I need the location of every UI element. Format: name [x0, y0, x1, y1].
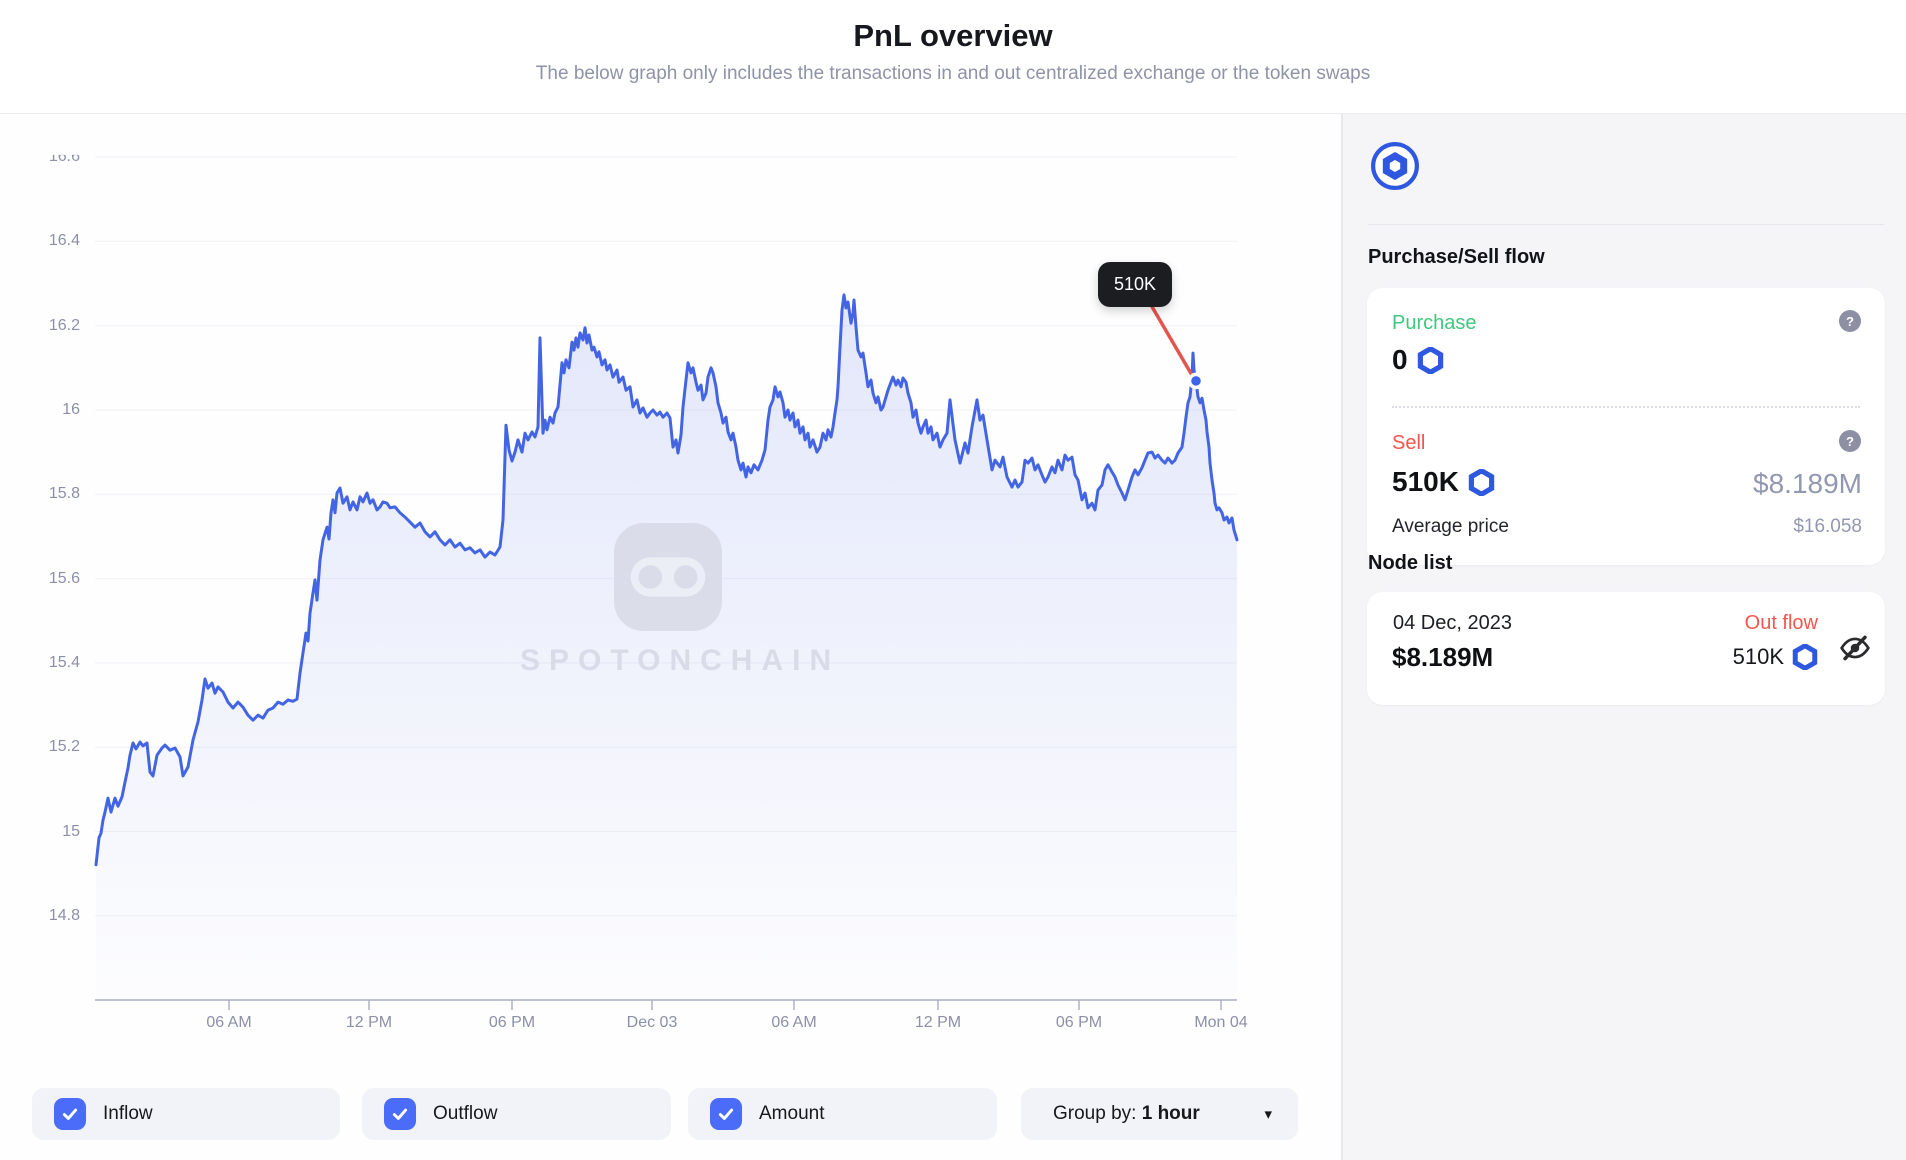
x-axis-label: 06 AM [771, 1014, 817, 1031]
inflow-label: Inflow [103, 1103, 153, 1124]
checkmark-icon [392, 1108, 408, 1120]
amount-filter[interactable]: Amount [688, 1088, 997, 1140]
chainlink-icon [1468, 469, 1495, 496]
group-by-text: Group by: 1 hour [1053, 1103, 1200, 1124]
watermark-text: SPOTONCHAIN [520, 644, 841, 677]
y-axis-label: 15.4 [48, 653, 80, 671]
sell-value-row: 510K [1392, 466, 1495, 498]
sell-help-icon[interactable]: ? [1839, 430, 1861, 452]
page-title: PnL overview [853, 18, 1053, 53]
checkmark-icon [718, 1108, 734, 1120]
chainlink-logo-icon [1370, 141, 1420, 191]
page-subtitle: The below graph only includes the transa… [535, 63, 1371, 84]
eye-slash-icon[interactable] [1839, 632, 1871, 664]
caret-down-icon: ▾ [1264, 1106, 1272, 1123]
y-axis-label: 15 [62, 822, 80, 840]
outflow-label: Outflow [433, 1103, 498, 1124]
panel-divider [1341, 114, 1343, 1160]
node-usd-value: $8.189M [1392, 642, 1494, 672]
purchase-value-row: 0 [1392, 344, 1444, 376]
y-axis-label: 16.4 [48, 232, 80, 250]
y-axis-label: 14.8 [48, 906, 80, 924]
x-axis-label: 06 AM [206, 1014, 252, 1031]
outflow-checkbox[interactable] [384, 1098, 416, 1130]
purchase-label: Purchase [1392, 312, 1477, 334]
node-flow-label: Out flow [1744, 612, 1818, 634]
average-price-label: Average price [1392, 516, 1509, 537]
tooltip-value: 510K [1113, 274, 1157, 294]
y-axis-label: 15.8 [48, 485, 80, 503]
purchase-help-icon[interactable]: ? [1839, 310, 1861, 332]
spotonchain-logo-icon [614, 523, 722, 631]
x-axis-label: 12 PM [345, 1014, 393, 1031]
checkmark-icon [62, 1108, 78, 1120]
x-axis-label: Mon 04 [1194, 1014, 1248, 1031]
y-axis-label: 16.2 [48, 316, 80, 334]
y-axis-label: 15.6 [48, 569, 80, 587]
chainlink-icon [1417, 347, 1444, 374]
flow-section-title: Purchase/Sell flow [1368, 246, 1545, 268]
x-axis-label: 06 PM [1055, 1014, 1103, 1031]
inflow-checkbox[interactable] [54, 1098, 86, 1130]
sell-value: 510K [1392, 466, 1459, 497]
node-list-item[interactable]: 04 Dec, 2023 $8.189M Out flow 510K [1367, 592, 1885, 705]
chart-tooltip: 510K [1098, 262, 1172, 307]
node-amount-row: 510K [1733, 644, 1818, 670]
outflow-filter[interactable]: Outflow [362, 1088, 671, 1140]
x-axis-label: Dec 03 [626, 1014, 678, 1031]
y-axis-label: 16.6 [48, 148, 80, 166]
purchase-value: 0 [1392, 344, 1408, 375]
x-axis-label: 12 PM [914, 1014, 962, 1031]
inflow-filter[interactable]: Inflow [32, 1088, 340, 1140]
average-price-value: $16.058 [1793, 516, 1862, 537]
node-list-title: Node list [1368, 552, 1453, 574]
purchase-sell-card: Purchase ? 0 Sell ? 510K $8.189M Average… [1367, 288, 1885, 565]
chainlink-icon [1792, 644, 1818, 670]
node-date: 04 Dec, 2023 [1393, 612, 1512, 634]
y-axis-label: 15.2 [48, 738, 80, 756]
spotonchain-watermark: SPOTONCHAIN [520, 523, 841, 678]
sell-usd-value: $8.189M [1753, 468, 1862, 499]
page-header: PnL overview The below graph only includ… [0, 0, 1906, 114]
node-amount: 510K [1732, 644, 1784, 669]
group-by-select[interactable]: Group by: 1 hour ▾ [1021, 1088, 1298, 1140]
sidebar-divider [1368, 224, 1884, 225]
dotted-divider [1392, 406, 1860, 408]
y-axis-label: 16 [62, 401, 80, 418]
amount-checkbox[interactable] [710, 1098, 742, 1130]
sell-label: Sell [1392, 432, 1426, 454]
amount-label: Amount [759, 1103, 825, 1124]
x-axis-label: 06 PM [488, 1014, 536, 1031]
